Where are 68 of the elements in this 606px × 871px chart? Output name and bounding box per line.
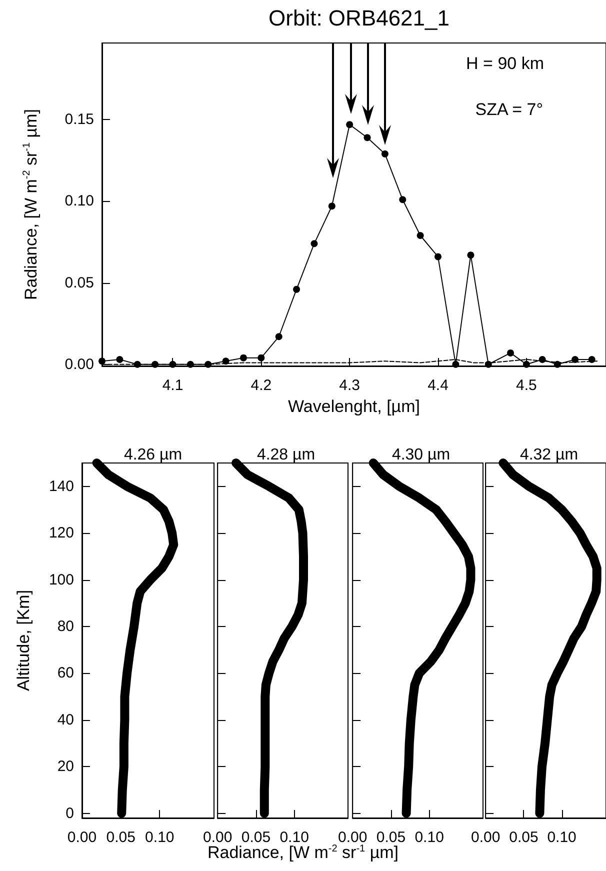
y-tick-label: 100 [48, 571, 74, 588]
y-tick-label: 80 [57, 618, 74, 635]
y-tick-label: 0.15 [64, 111, 94, 128]
point [538, 356, 546, 363]
x-tick-label: 0.10 [145, 829, 174, 846]
x-tick-label: 0.00 [202, 829, 232, 846]
point [310, 240, 318, 248]
point [554, 360, 561, 368]
x-tick-label: 0.10 [280, 829, 309, 846]
x-axis-title: Radiance, [W m$^{-2}$ sr$^{-1}$ µm] [207, 843, 399, 862]
x-axis-title: Wavelenght, [µm] [288, 397, 420, 416]
x-tick-label: 4.2 [250, 377, 272, 394]
chart-title: 4.26 µm [124, 446, 182, 464]
chart-title: 4.28 µm [256, 446, 316, 464]
x-tick-label: 0.05 [241, 829, 271, 846]
chart-title: 4.30 µm [392, 446, 450, 464]
point [328, 202, 336, 210]
x-tick-label: 4.3 [339, 377, 360, 394]
y-axis-title: Altitude, [Km] [14, 590, 33, 692]
x-tick-label: 0.00 [338, 829, 368, 846]
point [399, 196, 406, 204]
x-tick-label: 0.05 [106, 829, 136, 846]
y-tick-label: 0.00 [64, 356, 94, 373]
annotation: SZA = 7° [475, 100, 544, 119]
annotation: H = 90 km [466, 54, 544, 73]
point [134, 360, 141, 368]
point [364, 134, 371, 142]
x-tick-label: 0.10 [547, 829, 576, 846]
y-tick-label: 20 [57, 758, 74, 776]
point [452, 360, 460, 368]
point [293, 286, 300, 293]
x-tick-label: 4.5 [516, 377, 537, 394]
x-tick-label: 4.4 [428, 377, 448, 394]
y-tick-label: 0.05 [64, 274, 94, 292]
point [116, 356, 124, 363]
point [346, 121, 354, 128]
x-tick-label: 0.05 [509, 829, 538, 846]
x-tick-label: 4.1 [162, 377, 184, 394]
point [381, 150, 388, 158]
point [222, 358, 230, 365]
point [204, 360, 212, 368]
y-tick-label: 120 [48, 524, 74, 542]
y-tick-label: 0.10 [64, 192, 94, 210]
y-axis-title: Radiance, [W m-2 sr-1 µm] [22, 109, 40, 300]
y-tick-label: 140 [48, 478, 74, 495]
point [467, 252, 474, 259]
x-tick-label: 0.05 [376, 829, 406, 846]
point [434, 253, 442, 260]
point [588, 356, 596, 363]
point [484, 360, 492, 368]
y-tick-label: 40 [57, 711, 74, 728]
point [507, 349, 514, 356]
point [98, 358, 106, 365]
chart-title: Orbit: ORB4621_1 [268, 6, 450, 30]
point [275, 333, 282, 340]
point [152, 360, 159, 368]
chart-title: 4.32 µm [520, 446, 578, 464]
point [258, 354, 265, 362]
y-tick-label: 0 [66, 804, 74, 822]
point [186, 360, 194, 368]
x-tick-label: 0.10 [414, 829, 444, 846]
point [169, 360, 176, 368]
point [522, 360, 530, 368]
point [240, 354, 247, 362]
point [416, 232, 424, 239]
y-tick-label: 60 [57, 664, 74, 682]
x-tick-label: 0.00 [470, 829, 500, 846]
point [572, 356, 579, 363]
